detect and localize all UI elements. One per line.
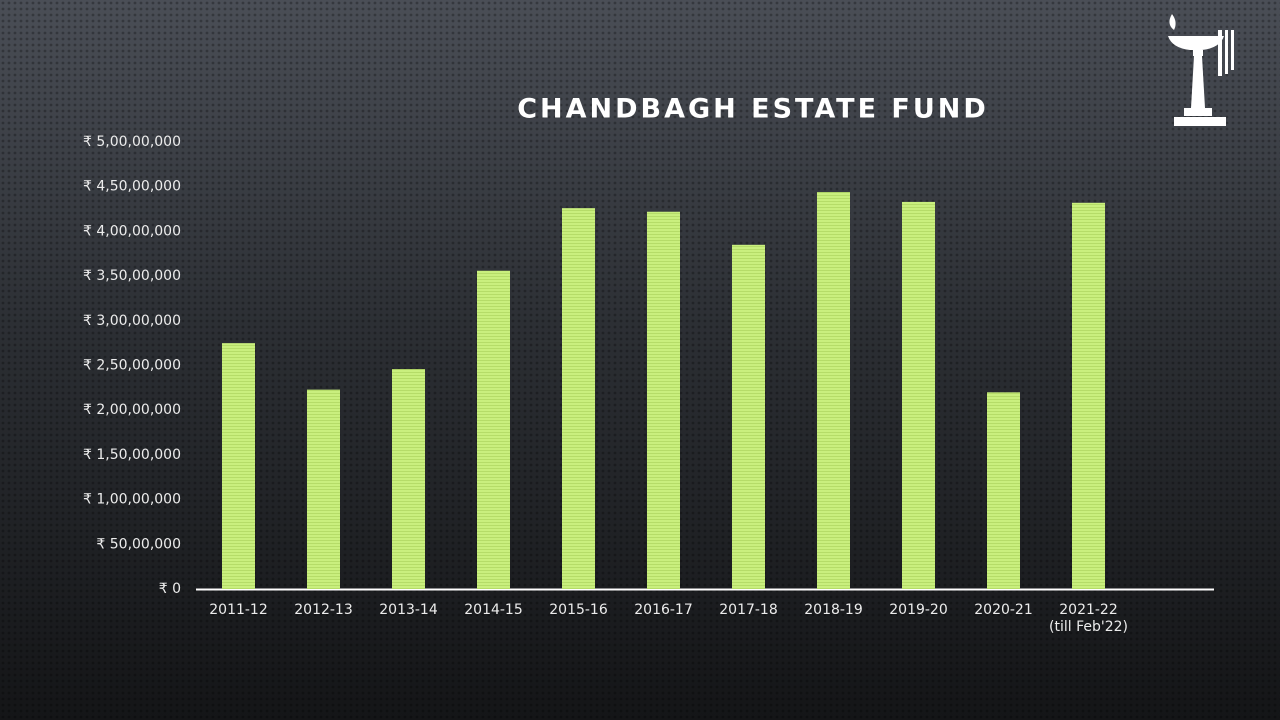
- y-tick-label: ₹ 0: [159, 581, 181, 597]
- x-tick-label: 2020-21: [974, 602, 1033, 618]
- bar: [987, 392, 1020, 589]
- x-tick-label: 2011-12: [209, 602, 268, 618]
- chart-title: CHANDBAGH ESTATE FUND: [517, 94, 989, 125]
- x-tick-label: 2019-20: [889, 602, 948, 618]
- bar: [1072, 202, 1105, 590]
- x-tick-label: 2013-14: [379, 602, 438, 618]
- x-tick-label: 2018-19: [804, 602, 863, 618]
- y-tick-label: ₹ 4,50,00,000: [83, 179, 181, 195]
- x-tick-label: 2016-17: [634, 602, 693, 618]
- logo: [1168, 14, 1234, 126]
- bar: [477, 270, 510, 589]
- bar: [817, 192, 850, 589]
- bar: [732, 244, 765, 589]
- y-tick-label: ₹ 1,50,00,000: [83, 447, 181, 463]
- y-tick-label: ₹ 3,50,00,000: [83, 268, 181, 284]
- bar: [392, 369, 425, 589]
- y-tick-label: ₹ 4,00,00,000: [83, 223, 181, 239]
- y-tick-label: ₹ 1,00,00,000: [83, 492, 181, 508]
- y-tick-label: ₹ 5,00,00,000: [83, 134, 181, 150]
- y-tick-label: ₹ 2,50,00,000: [83, 358, 181, 374]
- bar: [307, 389, 340, 589]
- x-tick-label: 2017-18: [719, 602, 778, 618]
- bar: [562, 208, 595, 589]
- x-tick-label: 2014-15: [464, 602, 523, 618]
- y-tick-label: ₹ 3,00,00,000: [83, 313, 181, 329]
- x-tick-label: 2012-13: [294, 602, 353, 618]
- y-tick-label: ₹ 50,00,000: [96, 536, 181, 552]
- bar: [647, 211, 680, 589]
- y-tick-label: ₹ 2,00,00,000: [83, 402, 181, 418]
- bar: [902, 201, 935, 589]
- bar: [222, 343, 255, 589]
- x-tick-label: 2015-16: [549, 602, 608, 618]
- x-tick-label: 2021-22 (till Feb'22): [1049, 602, 1128, 635]
